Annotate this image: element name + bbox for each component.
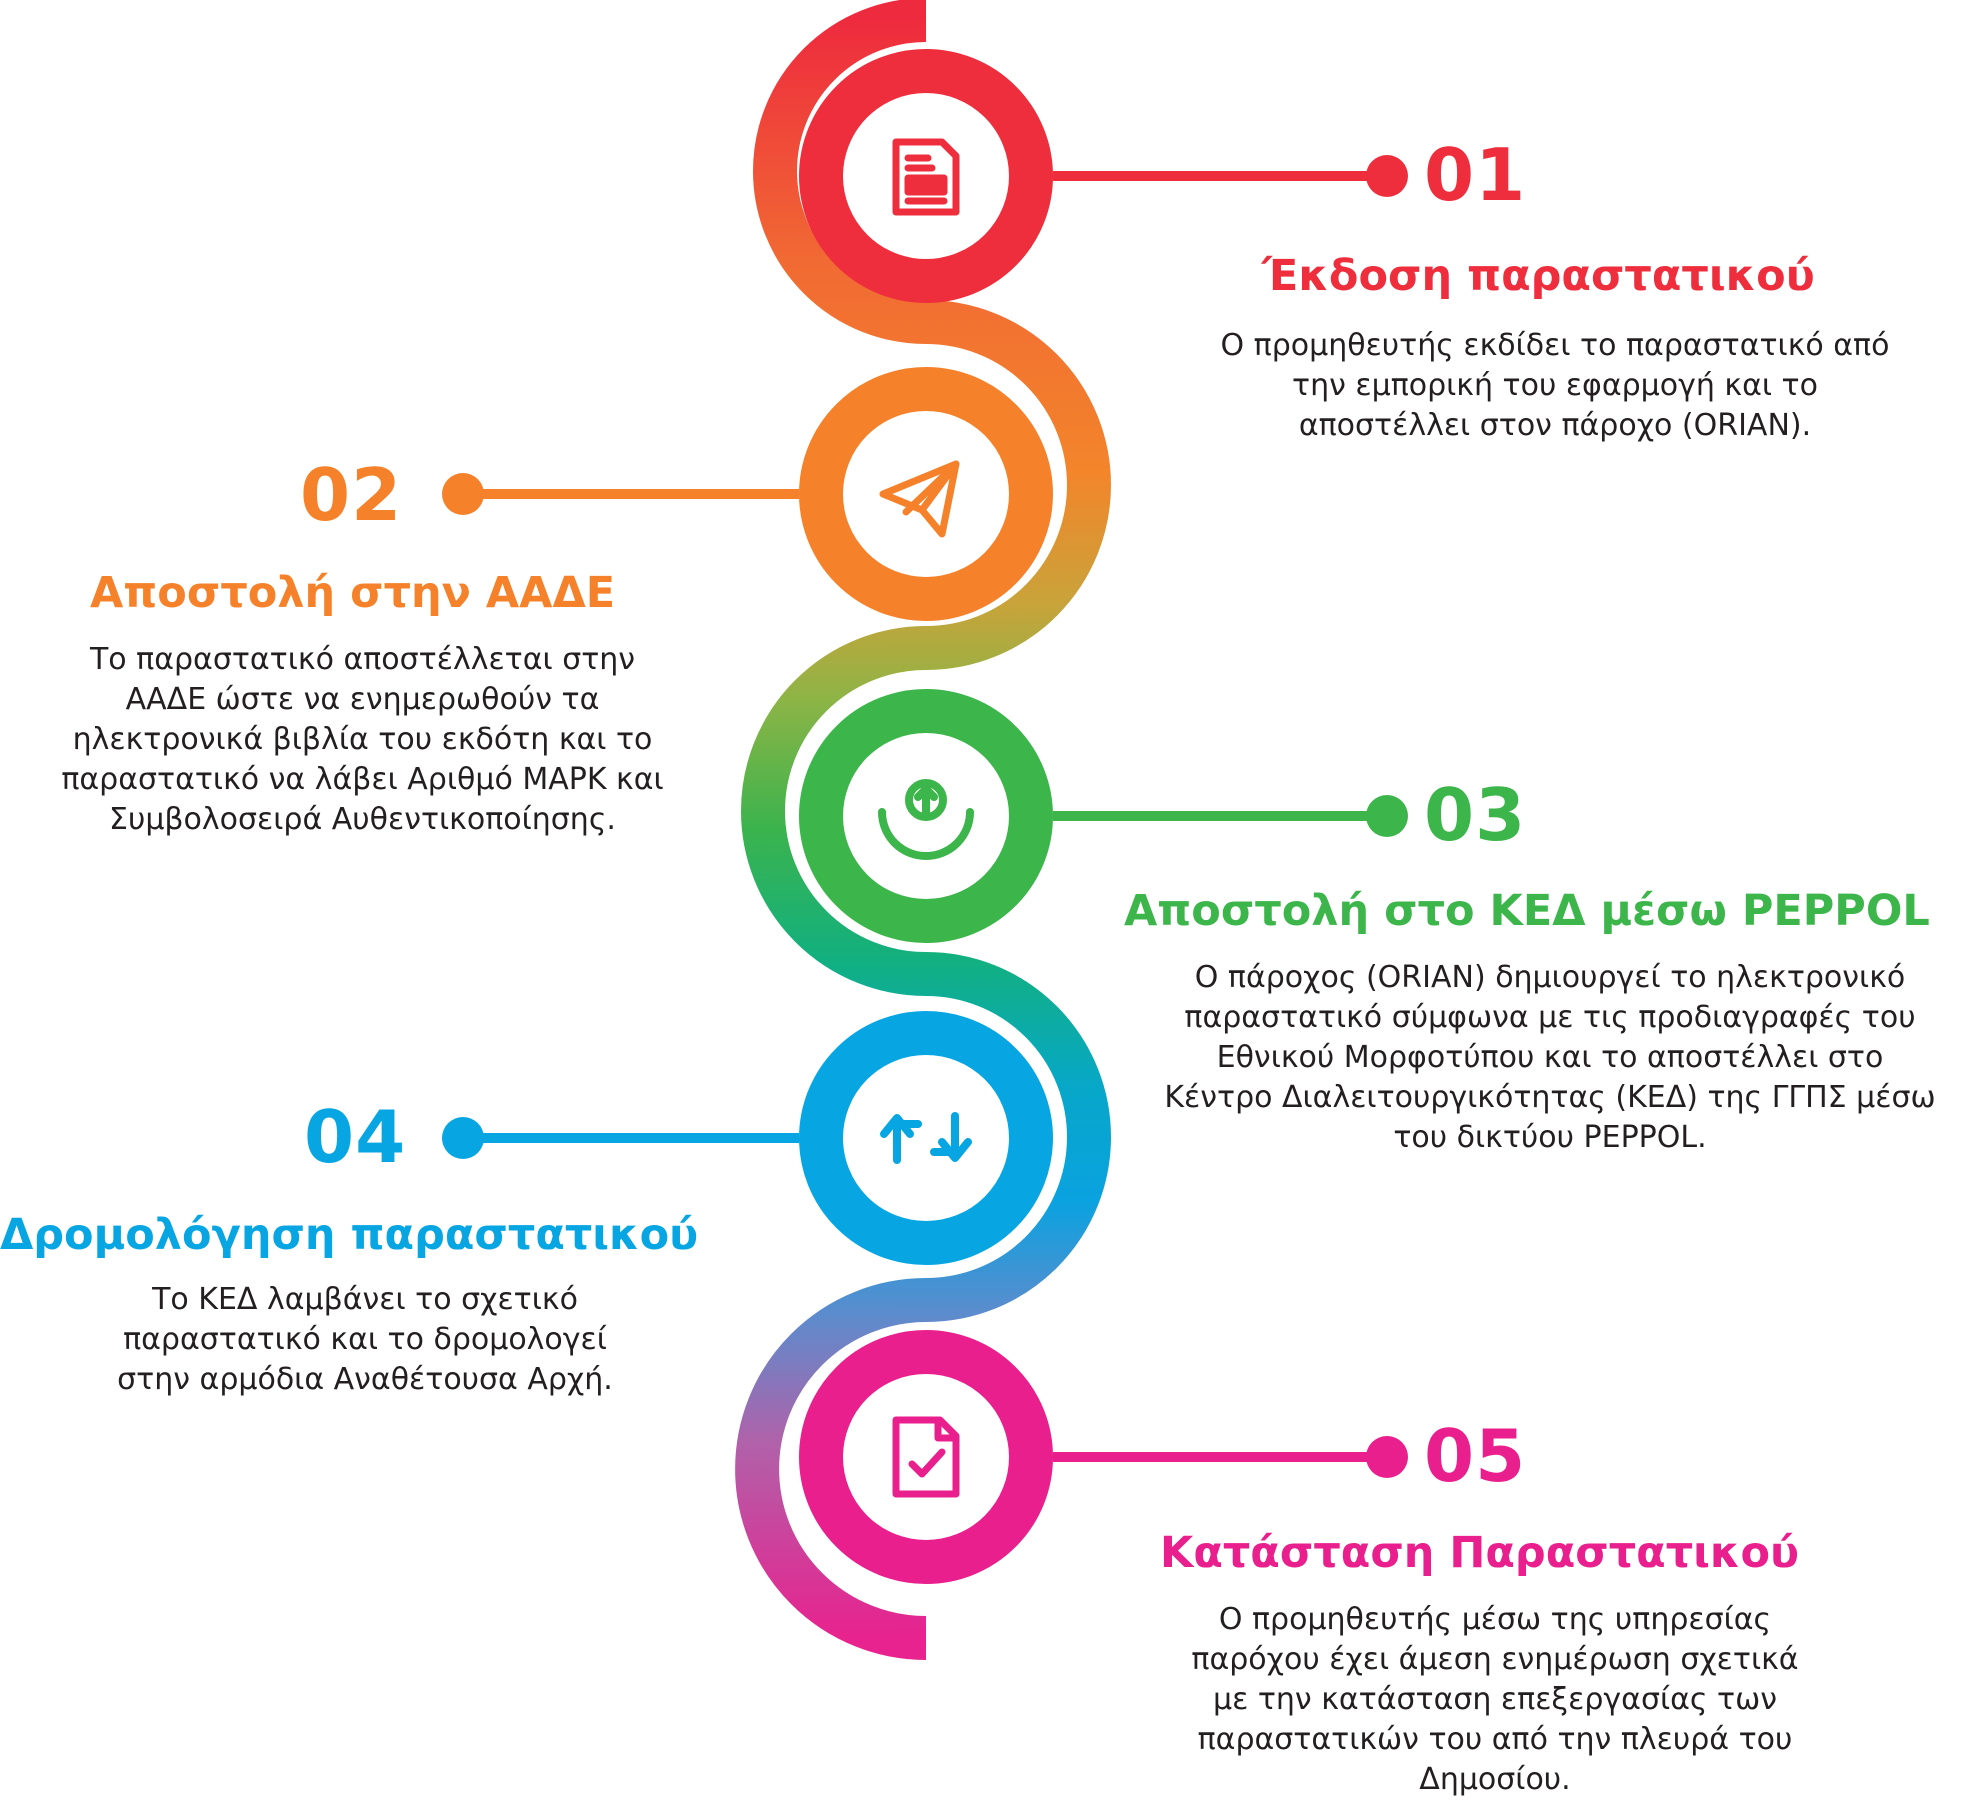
document-icon — [892, 138, 960, 216]
step-4-ring — [799, 1011, 1053, 1265]
step-2-description: Το παραστατικό αποστέλλεται στην ΑΑΔΕ ώσ… — [61, 642, 664, 837]
step-4-number: 04 — [304, 1095, 407, 1179]
step-4-connector — [442, 1117, 799, 1159]
document-check-icon — [892, 1416, 960, 1498]
step-5-ring — [799, 1330, 1053, 1584]
upload-icon — [878, 779, 974, 860]
connector-snake — [735, 0, 1111, 1660]
step-1-connector — [1053, 155, 1408, 197]
step-4-title: Δρομολόγηση παραστατικού — [0, 1210, 699, 1260]
step-5-title: Κατάσταση Παραστατικού — [1160, 1528, 1800, 1578]
step-1-description: Ο προμηθευτής εκδίδει το παραστατικό από… — [1220, 328, 1890, 443]
step-3-description: Ο πάροχος (ORIAN) δημιουργεί το ηλεκτρον… — [1164, 960, 1936, 1155]
step-4-description: Το ΚΕΔ λαμβάνει το σχετικό παραστατικό κ… — [117, 1282, 613, 1397]
step-2-title: Αποστολή στην ΑΑΔΕ — [90, 568, 616, 618]
step-5-number: 05 — [1424, 1414, 1527, 1498]
step-2-connector — [442, 473, 799, 515]
step-1-number: 01 — [1424, 133, 1527, 217]
step-3-number: 03 — [1424, 773, 1527, 857]
step-5-description: Ο προμηθευτής μέσω της υπηρεσίας παρόχου… — [1191, 1602, 1799, 1797]
step-3-connector — [1053, 795, 1408, 837]
step-2-number: 02 — [300, 453, 403, 537]
transfer-arrows-icon — [880, 1112, 972, 1164]
step-1-title: Έκδοση παραστατικού — [1262, 251, 1815, 301]
paper-plane-icon — [879, 460, 960, 538]
step-5-connector — [1053, 1436, 1408, 1478]
step-3-title: Αποστολή στο ΚΕΔ μέσω PEPPOL — [1124, 886, 1930, 936]
